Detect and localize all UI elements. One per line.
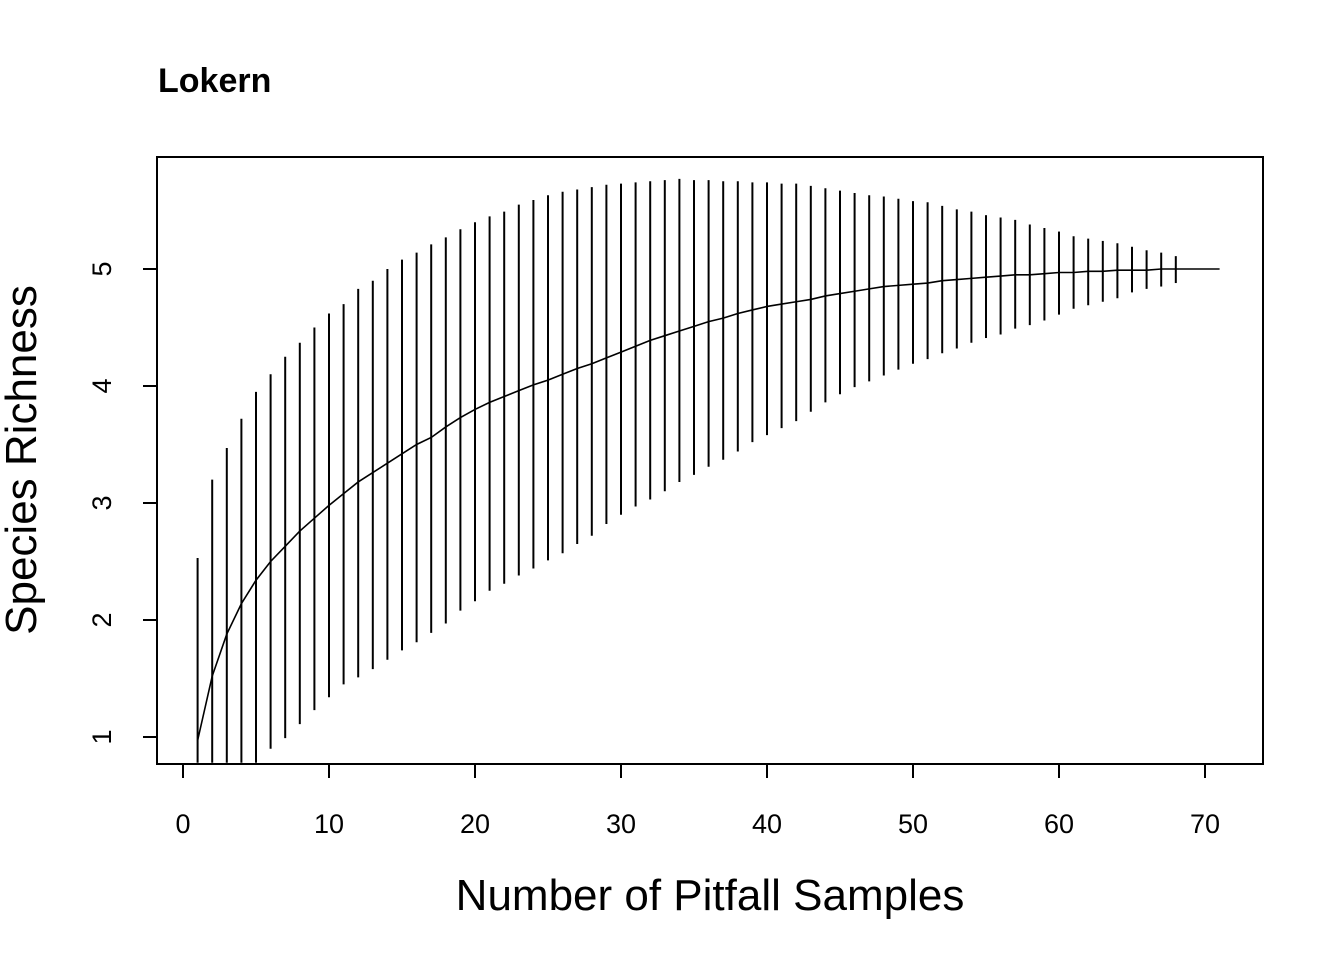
x-axis-title: Number of Pitfall Samples xyxy=(456,871,965,920)
x-tick-label-10: 10 xyxy=(314,809,344,839)
y-tick-label-1: 1 xyxy=(87,729,117,744)
x-tick-label-20: 20 xyxy=(460,809,490,839)
x-tick-label-0: 0 xyxy=(175,809,190,839)
x-tick-label-40: 40 xyxy=(752,809,782,839)
chart-title: Lokern xyxy=(158,62,271,100)
plot-frame xyxy=(156,156,1264,765)
x-axis: 0 10 20 30 40 50 60 70 xyxy=(175,763,1220,839)
x-tick-label-70: 70 xyxy=(1190,809,1220,839)
y-tick-label-3: 3 xyxy=(87,495,117,510)
mean-richness-line xyxy=(196,268,1220,741)
y-tick-label-2: 2 xyxy=(87,612,117,627)
y-tick-label-5: 5 xyxy=(87,261,117,276)
error-bars xyxy=(196,178,1177,763)
y-axis: 1 2 3 4 5 xyxy=(87,261,158,745)
y-tick-label-4: 4 xyxy=(87,378,117,393)
x-tick-label-30: 30 xyxy=(606,809,636,839)
x-tick-label-60: 60 xyxy=(1044,809,1074,839)
x-tick-label-50: 50 xyxy=(898,809,928,839)
y-axis-title: Species Richness xyxy=(0,285,46,635)
